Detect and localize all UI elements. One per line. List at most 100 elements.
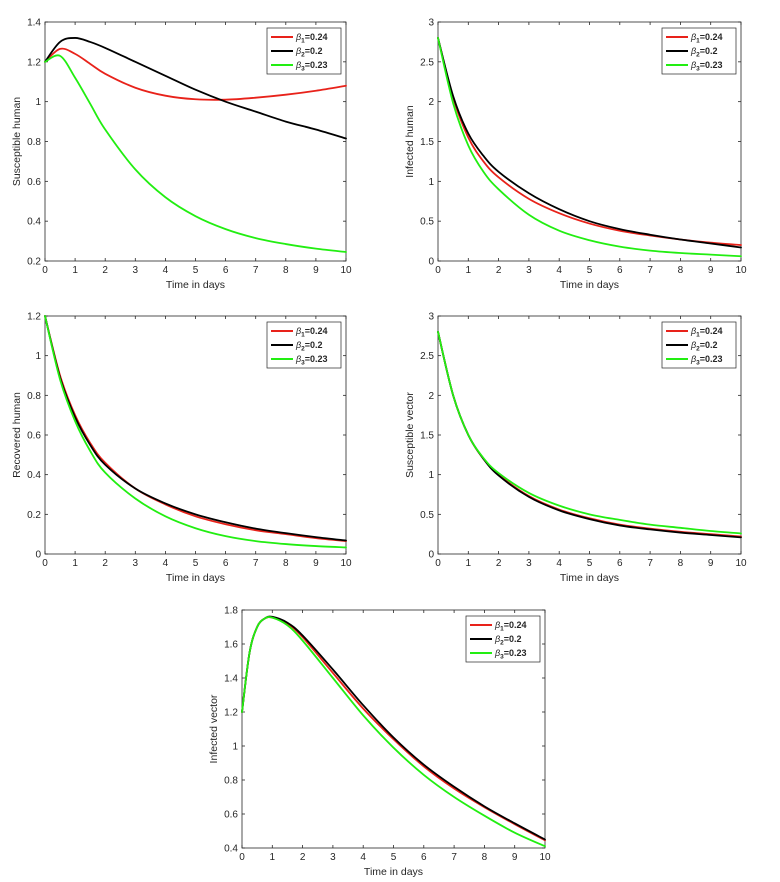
- legend-value: =0.2: [700, 46, 718, 56]
- y-axis-label: Infected vector: [208, 694, 220, 763]
- x-tick-label: 3: [133, 558, 139, 569]
- legend-entry: β2=0.2: [494, 634, 522, 647]
- x-tick-label: 2: [102, 265, 108, 276]
- x-tick-label: 1: [72, 265, 78, 276]
- y-tick-label: 0.6: [224, 810, 238, 821]
- x-tick-label: 5: [193, 558, 199, 569]
- y-tick-label: 1: [428, 470, 434, 481]
- legend-beta-symbol: β: [295, 354, 301, 364]
- legend-value: =0.23: [305, 354, 328, 364]
- legend-entry: β1=0.24: [295, 32, 328, 45]
- legend-beta-symbol: β: [690, 326, 696, 336]
- legend-subscript: 2: [696, 52, 700, 59]
- x-tick-label: 10: [539, 852, 551, 863]
- legend-value: =0.23: [305, 60, 328, 70]
- x-tick-label: 9: [313, 265, 319, 276]
- chart-panel-1: 0 1 2 3 4 5 6 7 8 9 10 0.2 0.4 0.6 0.8 1 1.2 1.4 Time in d…: [11, 18, 352, 292]
- x-tick-label: 1: [270, 852, 276, 863]
- legend-value: =0.23: [700, 60, 723, 70]
- legend-beta-symbol: β: [295, 326, 301, 336]
- y-tick-label: 0.8: [27, 137, 41, 148]
- y-tick-label: 1.2: [27, 57, 41, 68]
- legend-subscript: 3: [301, 66, 305, 73]
- legend-entry: β2=0.2: [295, 46, 323, 59]
- y-tick-label: 0.2: [27, 257, 41, 268]
- series-line-beta3: [437, 330, 742, 535]
- legend-beta-symbol: β: [295, 32, 301, 42]
- y-tick-label: 1.2: [224, 708, 238, 719]
- x-tick-label: 8: [283, 265, 289, 276]
- legend-entry: β1=0.24: [690, 32, 723, 45]
- x-tick-label: 8: [678, 558, 684, 569]
- legend-subscript: 3: [696, 360, 700, 367]
- x-tick-label: 0: [42, 558, 48, 569]
- y-tick-label: 0.8: [27, 391, 41, 402]
- x-tick-label: 2: [300, 852, 306, 863]
- x-tick-label: 0: [435, 265, 441, 276]
- x-tick-label: 6: [223, 558, 229, 569]
- y-tick-label: 0: [428, 550, 434, 561]
- legend-value: =0.24: [305, 32, 328, 42]
- series-line-beta3: [44, 54, 347, 253]
- y-tick-label: 1: [428, 177, 434, 188]
- legend-beta-symbol: β: [690, 60, 696, 70]
- y-tick-label: 0.4: [27, 217, 41, 228]
- y-tick-label: 0.4: [27, 470, 41, 481]
- y-tick-label: 2.5: [420, 351, 434, 362]
- legend-entry: β3=0.23: [295, 60, 328, 73]
- legend-beta-symbol: β: [690, 32, 696, 42]
- y-axis-label: Susceptible human: [11, 97, 23, 186]
- series-line-beta3: [241, 616, 546, 848]
- legend-beta-symbol: β: [690, 46, 696, 56]
- y-tick-label: 3: [428, 18, 434, 29]
- y-axis-label: Susceptible vector: [404, 392, 416, 478]
- x-tick-label: 2: [496, 265, 502, 276]
- x-tick-label: 2: [496, 558, 502, 569]
- y-tick-label: 1.4: [27, 18, 41, 29]
- series-line-beta1: [44, 47, 347, 101]
- legend-subscript: 3: [301, 360, 305, 367]
- legend-subscript: 2: [301, 52, 305, 59]
- x-tick-label: 2: [102, 558, 108, 569]
- y-tick-label: 2.5: [420, 57, 434, 68]
- legend-subscript: 1: [301, 38, 305, 45]
- legend-subscript: 1: [500, 626, 504, 633]
- x-tick-label: 1: [466, 558, 472, 569]
- y-tick-label: 0: [428, 257, 434, 268]
- legend-subscript: 3: [696, 66, 700, 73]
- y-tick-label: 0.5: [420, 217, 434, 228]
- x-tick-label: 10: [735, 558, 747, 569]
- x-tick-label: 7: [647, 265, 653, 276]
- y-axis-label: Recovered human: [11, 392, 23, 478]
- x-tick-label: 4: [556, 558, 562, 569]
- legend-beta-symbol: β: [295, 46, 301, 56]
- legend-value: =0.2: [305, 340, 323, 350]
- x-tick-label: 5: [587, 558, 593, 569]
- y-tick-label: 1: [232, 742, 238, 753]
- legend-value: =0.24: [305, 326, 328, 336]
- legend-entry: β2=0.2: [690, 46, 718, 59]
- legend-entry: β3=0.23: [690, 354, 723, 367]
- x-tick-label: 5: [193, 265, 199, 276]
- legend-subscript: 1: [696, 332, 700, 339]
- chart-panel-3: 0 1 2 3 4 5 6 7 8 9 10 0 0.2 0.4 0.6 0.8 1 1.2 Time in day…: [11, 312, 352, 585]
- x-tick-label: 6: [617, 558, 623, 569]
- legend-value: =0.23: [504, 648, 527, 658]
- legend-beta-symbol: β: [295, 60, 301, 70]
- x-tick-label: 9: [313, 558, 319, 569]
- y-tick-label: 0.6: [27, 431, 41, 442]
- y-tick-label: 1: [35, 97, 41, 108]
- legend-entry: β2=0.2: [295, 340, 323, 353]
- x-tick-label: 1: [466, 265, 472, 276]
- legend-entry: β2=0.2: [690, 340, 718, 353]
- series-line-beta2: [437, 37, 742, 249]
- legend-subscript: 2: [301, 346, 305, 353]
- legend-entry: β3=0.23: [690, 60, 723, 73]
- x-tick-label: 0: [42, 265, 48, 276]
- chart-panel-5: 0 1 2 3 4 5 6 7 8 9 10 0.4 0.6 0.8 1 1.2 1.4 1.6 1.8 Time i…: [208, 606, 551, 879]
- legend-entry: β1=0.24: [295, 326, 328, 339]
